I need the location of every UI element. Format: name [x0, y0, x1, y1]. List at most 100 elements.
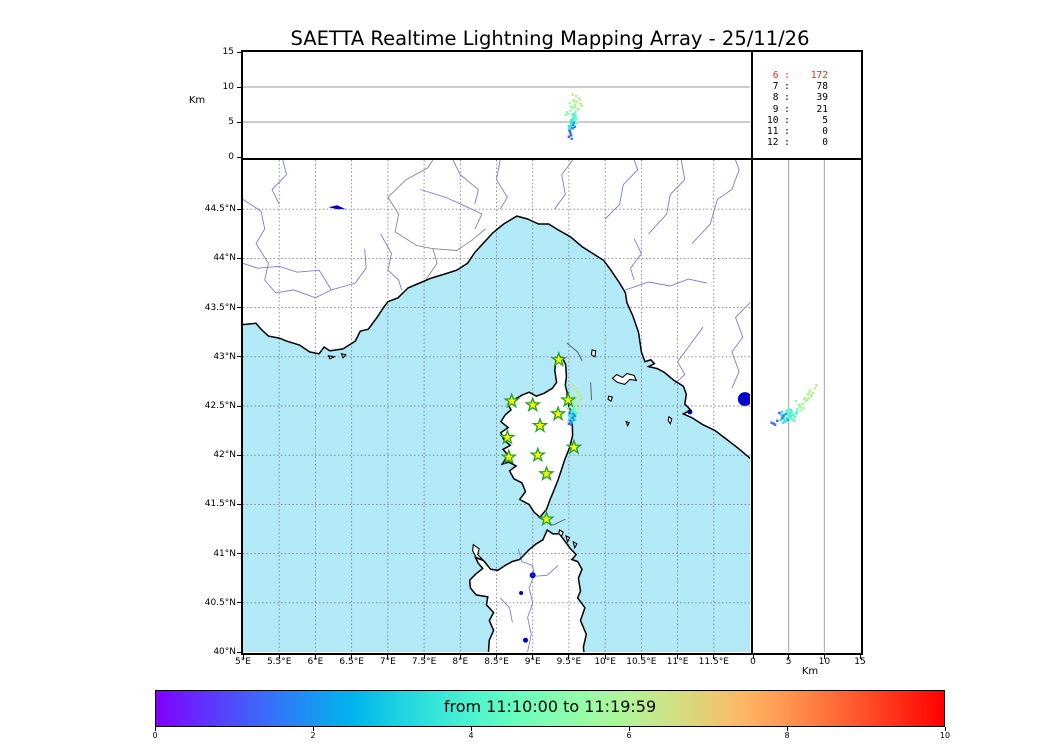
lightning-source [568, 129, 571, 133]
island [327, 355, 337, 360]
lightning-source [804, 399, 807, 403]
tick-mark [236, 121, 241, 123]
lightning-source [798, 403, 801, 407]
count-level: 9 : [767, 103, 790, 115]
colorbar-tick-label: 10 [939, 731, 951, 740]
lightning-source [791, 413, 795, 417]
lightning-source [791, 410, 794, 414]
lightning-source [577, 408, 580, 412]
lightning-source [570, 122, 573, 126]
count-level: 10 : [767, 114, 790, 126]
tick-mark [752, 654, 754, 659]
count-value: 0 [822, 126, 828, 138]
lightning-source [778, 411, 781, 415]
lightning-source [781, 416, 784, 419]
lightning-source [569, 414, 573, 417]
time-window-label: from 11:10:00 to 11:19:59 [443, 697, 657, 716]
island [611, 372, 638, 386]
lightning-source [574, 115, 577, 119]
tick-mark [236, 257, 241, 259]
island [565, 534, 571, 544]
lightning-source [580, 396, 584, 400]
river [499, 597, 513, 623]
lightning-source [572, 412, 575, 416]
altitude-tick-label: 0 [750, 657, 756, 667]
river [625, 278, 707, 291]
river [630, 238, 642, 281]
lightning-source [569, 118, 573, 122]
lightning-source [786, 418, 790, 421]
lightning-source [569, 421, 572, 424]
lightning-source [575, 118, 578, 121]
lightning-source [579, 398, 582, 402]
lightning-source [573, 416, 576, 419]
lightning-source [798, 405, 802, 409]
lightning-source [789, 414, 792, 417]
station-count-row: 9 : 21 [753, 104, 860, 115]
longitude-tick-label: 10°E [594, 657, 616, 667]
longitude-tick-label: 9°E [524, 657, 541, 667]
station-count-row: 6 : 172 [753, 70, 860, 81]
lightning-source [788, 411, 792, 415]
tick-mark [788, 654, 790, 659]
lightning-source [569, 132, 572, 135]
station-star-marker [549, 405, 567, 422]
station-count-row: 8 : 39 [753, 92, 860, 103]
lightning-source [779, 418, 782, 421]
longitude-tick-label: 8°E [452, 657, 469, 667]
lightning-source [575, 411, 579, 415]
lightning-source [574, 403, 577, 407]
lightning-source [577, 392, 581, 395]
island [472, 543, 484, 561]
station-star-marker [538, 510, 555, 527]
tick-mark [496, 654, 497, 659]
count-value: 78 [816, 81, 828, 93]
tick-mark [312, 727, 314, 731]
colorbar-tick-label: 4 [468, 731, 474, 740]
altitude-tick-label: 5 [785, 657, 792, 667]
lightning-source [569, 405, 572, 409]
lightning-source [573, 106, 576, 109]
latitude-tick-label: 41°N [213, 548, 236, 559]
longitude-tick-label: 6.5°E [339, 657, 364, 667]
lightning-source [796, 409, 799, 413]
latitude-tick-label: 44°N [213, 253, 236, 264]
river [554, 160, 573, 210]
lake [737, 392, 750, 407]
count-level: 7 : [767, 81, 790, 93]
latitude-tick-label: 42°N [213, 450, 236, 461]
station-star-marker [550, 351, 568, 367]
lightning-source [580, 104, 584, 108]
lightning-source [569, 124, 573, 127]
lightning-source [810, 395, 813, 398]
altitude-tick-label: 15 [854, 657, 866, 667]
lightning-source [567, 413, 571, 417]
lightning-source [801, 402, 804, 406]
lightning-source [578, 395, 581, 398]
lightning-source [572, 418, 576, 421]
count-value: 172 [810, 70, 828, 81]
lightning-source [575, 94, 578, 98]
tick-mark [236, 454, 241, 456]
longitude-tick-label: 10.5°E [626, 657, 657, 667]
lightning-source [806, 398, 809, 402]
lightning-source [572, 123, 575, 126]
lightning-source [569, 411, 573, 415]
lightning-source [783, 420, 787, 423]
longitude-tick-label: 11.5°E [698, 657, 729, 667]
river [604, 160, 639, 220]
lightning-source [784, 412, 787, 416]
tick-mark [786, 727, 788, 731]
island [572, 540, 578, 550]
latitude-tick-label: 42.5°N [204, 401, 236, 411]
lake [519, 591, 524, 595]
lightning-source [815, 384, 818, 387]
lightning-source [800, 408, 803, 412]
latitude-tick-label: 40°N [213, 647, 236, 657]
lightning-source [788, 414, 791, 417]
lightning-source [567, 128, 571, 131]
lightning-source [770, 421, 773, 424]
tick-mark [677, 654, 679, 659]
lightning-source [574, 418, 577, 421]
lightning-source [568, 101, 571, 105]
